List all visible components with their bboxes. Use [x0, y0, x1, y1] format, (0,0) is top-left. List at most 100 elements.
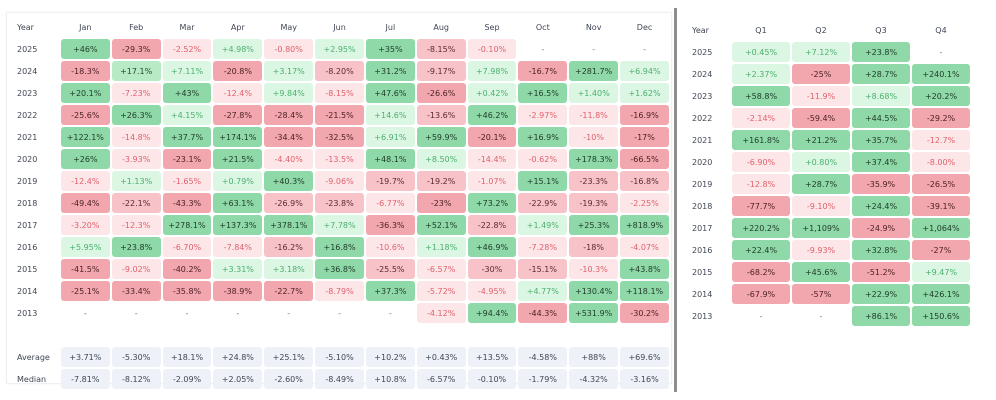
monthly-returns-table: Year Jan Feb Mar Apr May Jun Jul Aug Sep Oct Nov Dec…: [9, 15, 671, 391]
return-cell: -21.5%: [315, 105, 364, 125]
stat-cell: +24.8%: [213, 347, 263, 367]
return-cell: -19.3%: [569, 193, 619, 213]
return-cell: -6.90%: [732, 152, 790, 172]
return-cell: +16.5%: [518, 83, 568, 103]
return-cell: +220.2%: [732, 218, 790, 238]
table-row: 2021 +122.1% -14.8% +37.7% +174.1% -34.4% -32.…: [11, 127, 669, 147]
return-cell: +7.98%: [467, 61, 517, 81]
period-header: Mar: [179, 22, 195, 32]
return-cell: -23.1%: [162, 149, 212, 169]
year-cell: 2018: [692, 201, 713, 211]
return-cell: +28.7%: [792, 174, 850, 194]
return-cell: -20.1%: [467, 127, 517, 147]
return-cell: -19.7%: [365, 171, 415, 191]
return-cell: -6.57%: [416, 259, 466, 279]
return-cell: +6.91%: [365, 127, 415, 147]
return-cell: +46.9%: [467, 237, 517, 257]
return-cell: +2.37%: [732, 64, 790, 84]
return-cell: -59.4%: [792, 108, 850, 128]
return-cell: +47.6%: [365, 83, 415, 103]
return-cell: +45.6%: [792, 262, 850, 282]
return-cell: -1.07%: [467, 171, 517, 191]
return-cell: +5.95%: [60, 237, 110, 257]
return-cell: -22.9%: [518, 193, 568, 213]
return-cell: -17%: [620, 127, 669, 147]
table-row: 2022 -2.14% -59.4% +44.5% -29.2%: [686, 108, 970, 128]
return-cell: -2.14%: [732, 108, 790, 128]
stat-cell: +10.8%: [365, 369, 415, 389]
stat-cell: -5.30%: [111, 347, 161, 367]
return-cell: -10%: [569, 127, 619, 147]
return-cell: -23%: [416, 193, 466, 213]
return-cell: -18.3%: [60, 61, 110, 81]
return-cell: -15.1%: [518, 259, 568, 279]
return-cell: +240.1%: [912, 64, 970, 84]
return-cell: -20.8%: [213, 61, 263, 81]
stat-cell: +13.5%: [467, 347, 517, 367]
return-cell: +281.7%: [569, 61, 619, 81]
return-cell: -1.65%: [162, 171, 212, 191]
period-header: Aug: [433, 22, 449, 32]
year-cell: 2017: [692, 223, 713, 233]
return-cell: -: [338, 308, 341, 318]
return-cell: +26.3%: [111, 105, 161, 125]
return-cell: -4.40%: [264, 149, 314, 169]
return-cell: +40.3%: [264, 171, 314, 191]
return-cell: +4.15%: [162, 105, 212, 125]
return-cell: +26%: [60, 149, 110, 169]
return-cell: -30.2%: [620, 303, 669, 323]
return-cell: -12.3%: [111, 215, 161, 235]
stat-row-average: Average +3.71% -5.30% +18.1% +24.8% +25.1% -5.…: [11, 347, 669, 367]
return-cell: -13.6%: [416, 105, 466, 125]
return-cell: -38.9%: [213, 281, 263, 301]
return-cell: -: [83, 308, 87, 318]
return-cell: +35%: [365, 39, 415, 59]
period-header: Q1: [755, 25, 767, 35]
table-row: 2017 -3.20% -12.3% +278.1% +137.3% +378.1% +7.…: [11, 215, 669, 235]
return-cell: -2.52%: [162, 39, 212, 59]
return-cell: +137.3%: [213, 215, 263, 235]
return-cell: +7.78%: [315, 215, 364, 235]
period-header: Q4: [935, 25, 947, 35]
stat-cell: -2.60%: [264, 369, 314, 389]
stat-cell: -3.16%: [620, 369, 669, 389]
return-cell: -: [388, 308, 392, 318]
return-cell: -57%: [792, 284, 850, 304]
return-cell: +44.5%: [852, 108, 910, 128]
return-cell: -: [185, 308, 189, 318]
return-cell: -29.2%: [912, 108, 970, 128]
return-cell: +21.5%: [213, 149, 263, 169]
return-cell: -16.9%: [620, 105, 669, 125]
return-cell: -8.15%: [315, 83, 364, 103]
return-cell: -11.8%: [569, 105, 619, 125]
return-cell: +3.31%: [213, 259, 263, 279]
return-cell: +46%: [60, 39, 110, 59]
return-cell: +2.95%: [315, 39, 364, 59]
return-cell: -25.5%: [365, 259, 415, 279]
return-cell: -36.3%: [365, 215, 415, 235]
quarterly-returns-table: Year Q1 Q2 Q3 Q4 2025 +0.45% +7.12% +23.8% - 2024…: [684, 18, 972, 328]
return-cell: +0.45%: [732, 42, 790, 62]
period-header: May: [280, 22, 297, 32]
return-cell: +58.8%: [732, 86, 790, 106]
table-row: 2024 +2.37% -25% +28.7% +240.1%: [686, 64, 970, 84]
return-cell: -51.2%: [852, 262, 910, 282]
stat-cell: +88%: [569, 347, 619, 367]
return-cell: +43%: [162, 83, 212, 103]
quarterly-header-row: Year Q1 Q2 Q3 Q4: [686, 20, 970, 40]
return-cell: -8.79%: [315, 281, 364, 301]
return-cell: -16.8%: [620, 171, 669, 191]
stat-cell: -6.57%: [416, 369, 466, 389]
return-cell: -34.4%: [264, 127, 314, 147]
year-cell: 2022: [17, 110, 38, 120]
return-cell: +63.1%: [213, 193, 263, 213]
return-cell: +278.1%: [162, 215, 212, 235]
spacer-cell: [11, 325, 669, 345]
period-header: Jul: [385, 22, 396, 32]
return-cell: -8.20%: [315, 61, 364, 81]
return-cell: -9.02%: [111, 259, 161, 279]
year-cell: 2021: [692, 135, 713, 145]
table-row: 2017 +220.2% +1,109% -24.9% +1,064%: [686, 218, 970, 238]
return-cell: -4.95%: [467, 281, 517, 301]
return-cell: +43.8%: [620, 259, 669, 279]
